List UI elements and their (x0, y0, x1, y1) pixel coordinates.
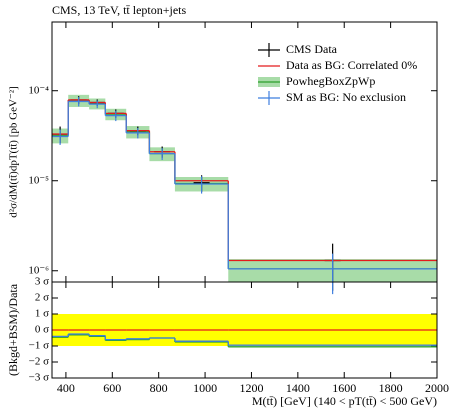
y-tick-label: 10⁻⁶ (28, 264, 49, 276)
ratio-y-axis-label: (Bkgd+BSM)/Data (6, 283, 20, 376)
y-tick-label: 2 σ (35, 292, 49, 304)
legend-label: SM as BG: No exclusion (286, 90, 406, 104)
y-tick-label: 10⁻⁵ (28, 174, 49, 186)
x-tick-label: 1200 (239, 381, 263, 395)
x-tick-label: 400 (57, 381, 75, 395)
x-tick-label: 1600 (332, 381, 356, 395)
legend-label: CMS Data (286, 42, 338, 56)
y-tick-label: −2 σ (29, 356, 49, 368)
y-tick-label: −3 σ (29, 372, 49, 384)
x-tick-label: 1400 (286, 381, 310, 395)
y-axis-label: d²σ/dM(tt̄)dpT(tt̄) [pb GeV⁻²] (8, 86, 20, 217)
legend-label: PowhegBoxZpWp (286, 74, 375, 88)
y-tick-label: −1 σ (29, 340, 49, 352)
x-tick-label: 1800 (379, 381, 403, 395)
y-tick-label: 3 σ (35, 276, 49, 288)
x-tick-label: 2000 (425, 381, 449, 395)
x-tick-label: 1000 (193, 381, 217, 395)
frame (51, 281, 438, 379)
x-tick-label: 600 (103, 381, 121, 395)
chart-title: CMS, 13 TeV, tt̄ lepton+jets (52, 3, 186, 17)
x-axis-label: M(tt̄) [GeV] (140 < pT(tt̄) < 500 GeV) (252, 394, 437, 408)
legend-label: Data as BG: Correlated 0% (286, 58, 417, 72)
y-tick-label: 10⁻⁴ (28, 84, 49, 96)
x-tick-label: 800 (150, 381, 168, 395)
y-tick-label: 0 σ (35, 324, 49, 336)
y-tick-label: 1 σ (35, 308, 49, 320)
